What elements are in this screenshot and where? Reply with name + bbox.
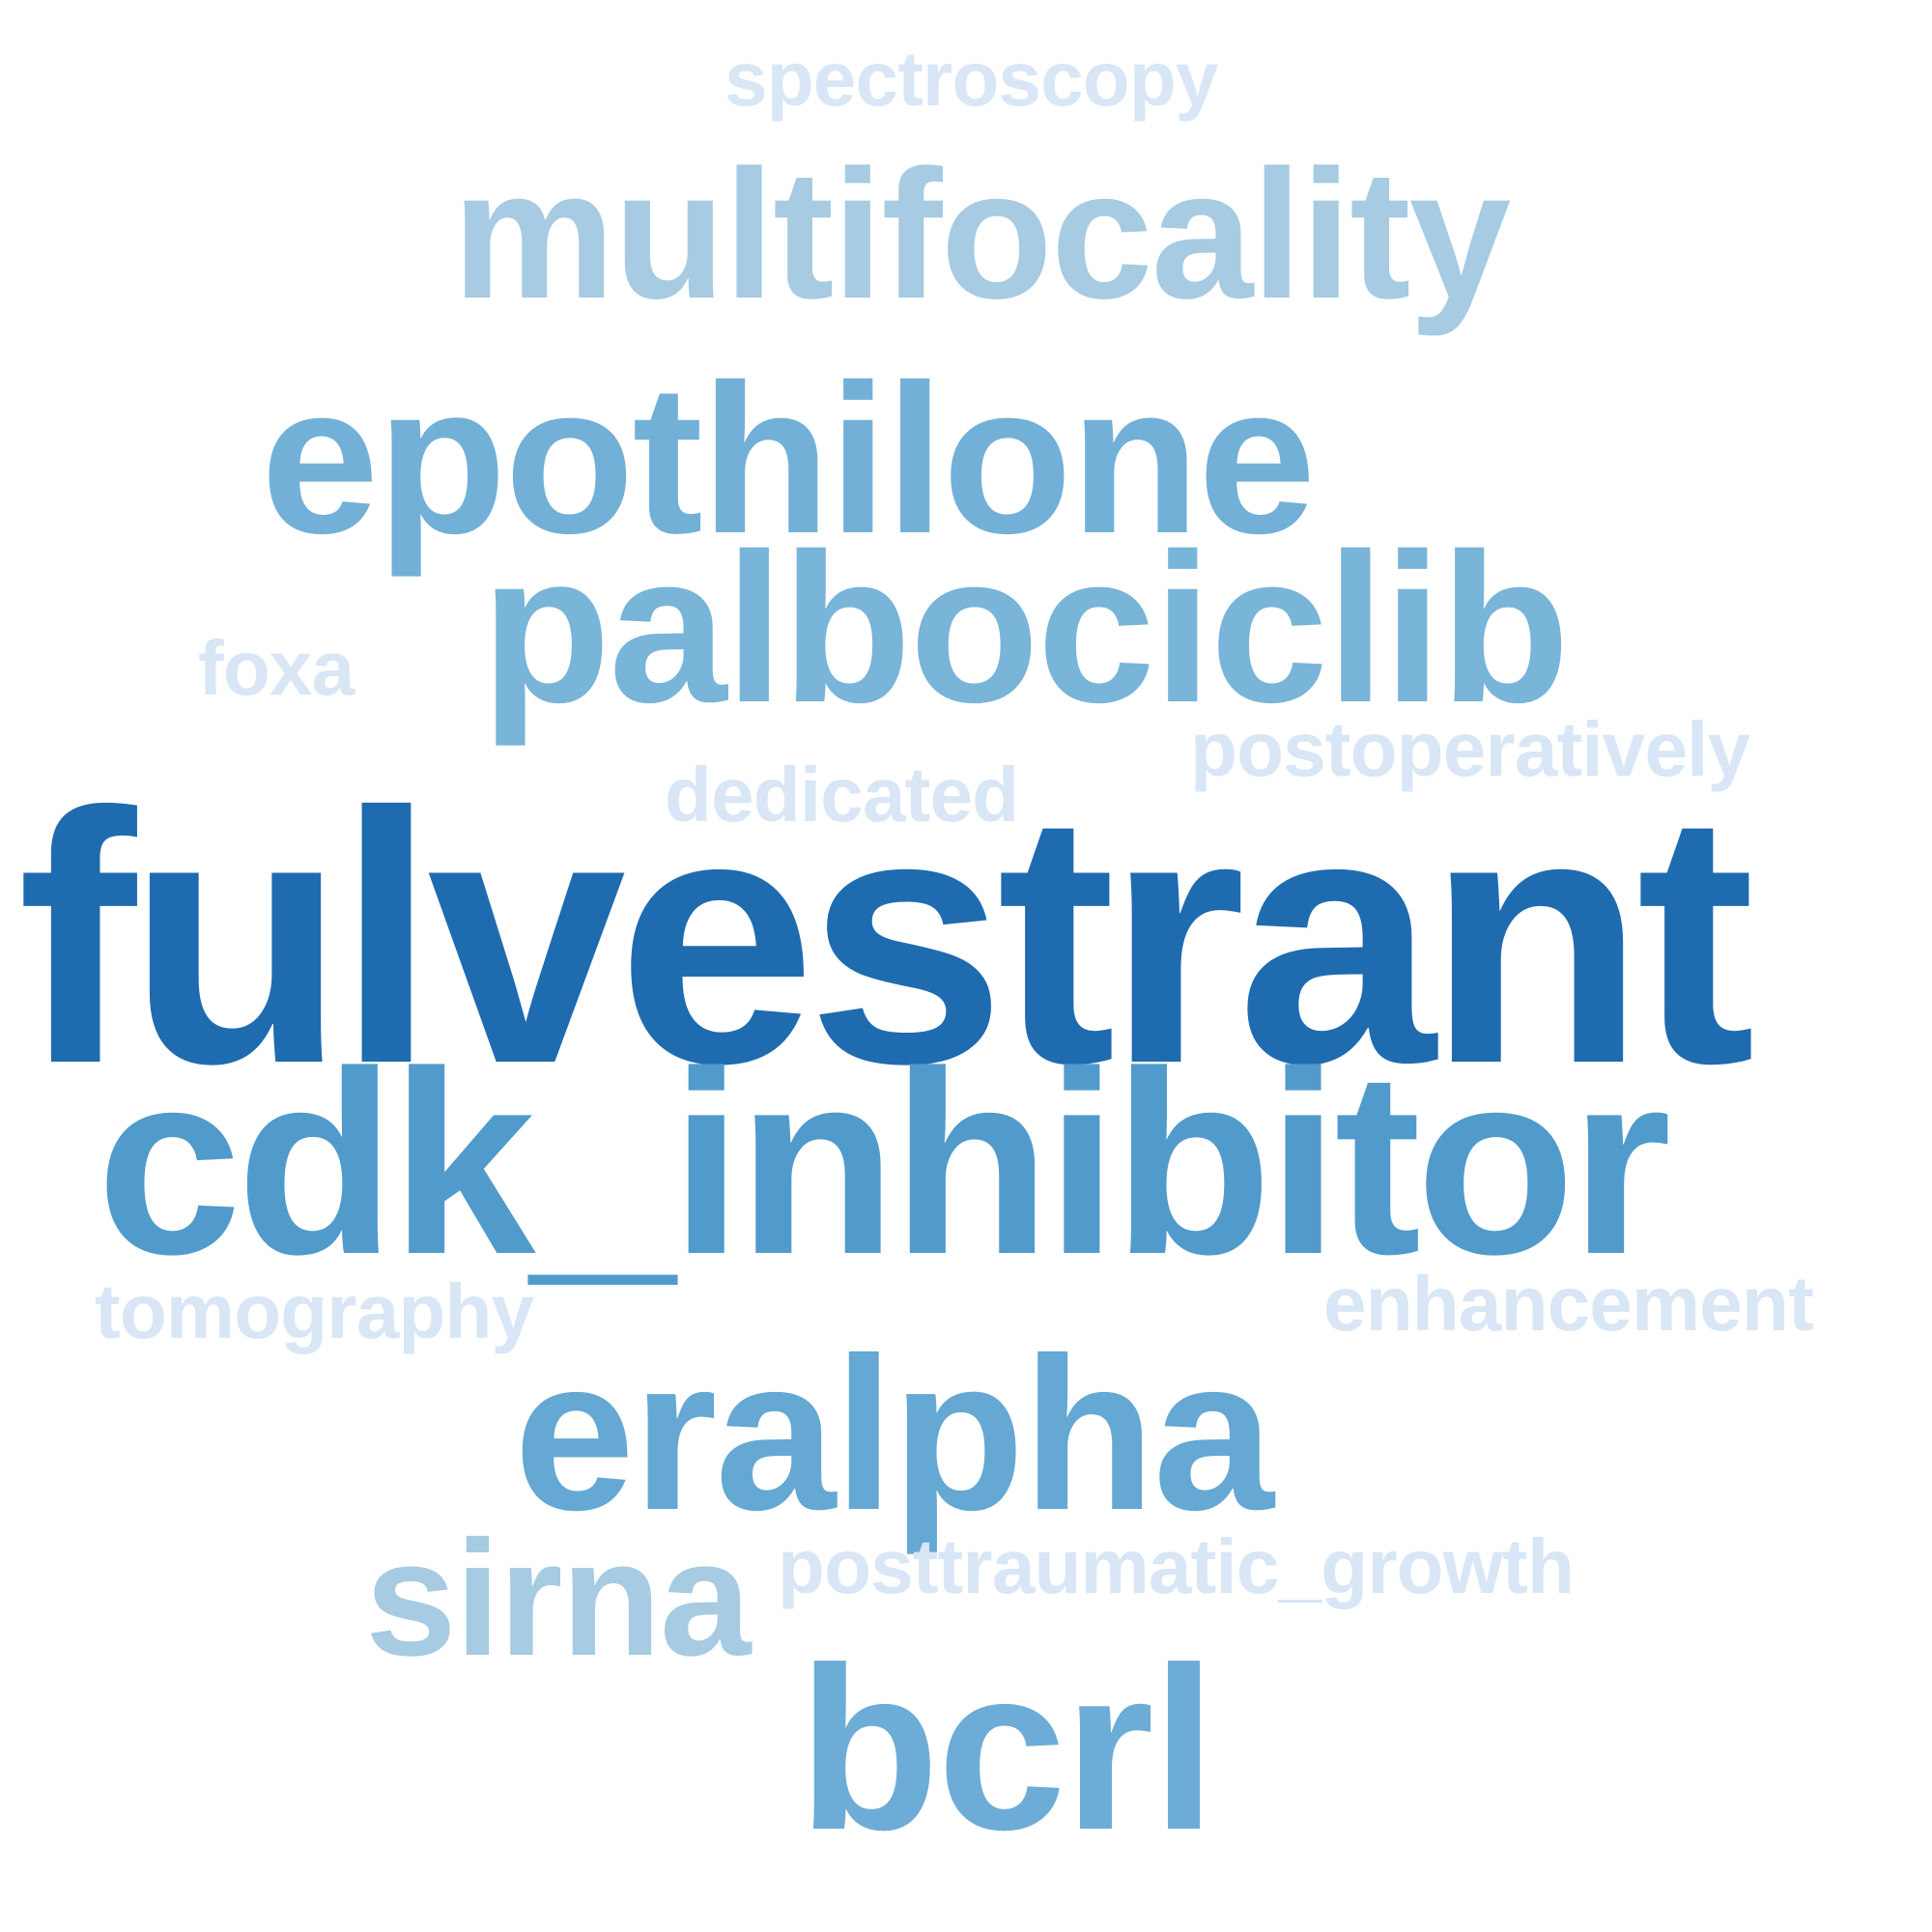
word-postoperatively: postoperatively — [1190, 706, 1750, 792]
word-fulvestrant: fulvestrant — [17, 739, 1755, 1138]
word-epothilone: epothilone — [261, 340, 1316, 578]
word-tomography: tomography — [95, 1268, 534, 1354]
word-palbociclib: palbociclib — [481, 509, 1570, 747]
word-foxa: foxa — [198, 625, 355, 711]
word-enhancement: enhancement — [1323, 1261, 1814, 1347]
word-dedicated: dedicated — [665, 752, 1019, 838]
word-bcrl: bcrl — [798, 1619, 1216, 1878]
word-posttraumatic-growth: posttraumatic_growth — [778, 1523, 1575, 1609]
word-eralpha: eralpha — [514, 1312, 1274, 1555]
word-multifocality: multifocality — [452, 132, 1511, 337]
word-sirna: sirna — [365, 1507, 752, 1690]
word-spectroscopy: spectroscopy — [724, 36, 1218, 122]
word-cdk-inhibitor: cdk_inhibitor — [97, 1018, 1671, 1309]
